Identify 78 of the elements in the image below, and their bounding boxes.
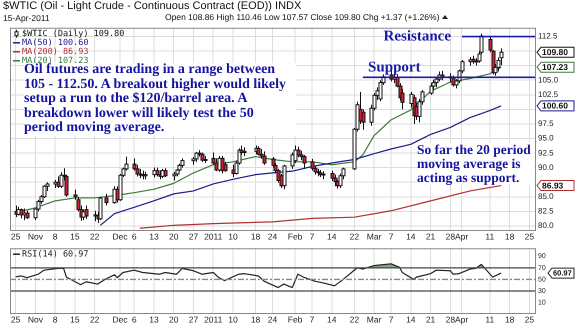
- x-tick-label: 18: [504, 231, 515, 242]
- x-tick-label: Apr: [454, 231, 468, 242]
- x-tick-label: Dec: [112, 231, 128, 242]
- x-tick-label: 7: [310, 314, 315, 324]
- ref-line-label: Support: [368, 60, 421, 76]
- x-tick-label: 28: [446, 231, 456, 242]
- x-tick-label: 14: [327, 314, 337, 324]
- x-tick-label: 20: [168, 314, 179, 324]
- x-tick-label: 21: [426, 231, 436, 242]
- legend-label: MA(50) 100.60: [22, 38, 89, 48]
- y-tick-label: 102.5: [538, 90, 559, 100]
- text: Open 108.86 High 110.46 Low 107.57 Close 109.80 Chg +1.37 (+1.26%): [165, 12, 440, 22]
- x-tick-label: 15: [70, 314, 80, 324]
- x-tick-label: 18: [250, 314, 261, 324]
- y-tick-label: 90.0: [538, 162, 554, 172]
- y-tick-label: 95.0: [538, 134, 554, 143]
- x-tick-label: 27: [188, 314, 198, 324]
- x-tick-label: Apr: [454, 314, 468, 324]
- legend-label: RSI(14) 60.97: [22, 249, 89, 260]
- x-tick-label: 25: [10, 314, 21, 324]
- x-tick-label: 25: [524, 314, 534, 324]
- x-tick-label: Feb: [288, 314, 303, 324]
- y-tick-label: 82.5: [538, 206, 554, 216]
- text: 109.80: [542, 47, 568, 58]
- text: 107.23: [542, 62, 568, 72]
- x-tick-label: 25: [524, 231, 534, 242]
- chart-title: $WTIC (Oil - Light Crude - Continuous Contract (EOD)) INDX: [3, 0, 302, 12]
- x-tick-label: 10: [228, 314, 238, 324]
- x-tick-label: 2011: [204, 314, 223, 324]
- x-tick-label: 11: [485, 231, 495, 242]
- text: 100.60: [542, 100, 568, 111]
- annotation: So far the 20 period moving average is acting as support.: [417, 142, 531, 186]
- x-tick-label: Mar: [366, 314, 382, 324]
- x-tick-label: 24: [268, 314, 278, 324]
- y-tick-label: 112.5: [538, 32, 558, 41]
- y-tick-label: 105.0: [538, 75, 559, 84]
- x-tick-label: 11: [485, 314, 495, 324]
- text: 86.93: [542, 180, 564, 190]
- x-tick-label: 28: [446, 314, 456, 324]
- chart-subtitle: 15-Apr-2011: [3, 13, 50, 23]
- y-tick-label: 92.5: [538, 148, 554, 158]
- x-tick-label: Nov: [28, 231, 44, 242]
- x-tick-label: 25: [10, 231, 21, 242]
- x-tick-label: Nov: [28, 314, 44, 324]
- x-tick-label: 8: [52, 314, 58, 324]
- x-tick-label: 20: [168, 231, 179, 242]
- x-tick-label: 6: [132, 231, 137, 242]
- y-tick-label: 80.0: [538, 221, 554, 230]
- x-tick-label: Mar: [366, 231, 382, 242]
- x-tick-label: 13: [149, 314, 159, 324]
- x-tick-label: 22: [350, 231, 360, 242]
- x-tick-label: 7: [388, 231, 394, 242]
- x-tick-label: 7: [310, 231, 315, 242]
- x-tick-label: 8: [52, 231, 58, 242]
- y-tick-label: 85.0: [538, 192, 554, 201]
- x-tick-label: 14: [406, 231, 416, 242]
- x-tick-label: 14: [406, 314, 416, 324]
- legend-label: $WTIC (Daily) 109.80: [22, 29, 124, 40]
- x-tick-label: 14: [327, 231, 337, 242]
- ref-line-label: Resistance: [384, 28, 452, 44]
- x-tick-label: 15: [70, 231, 80, 242]
- x-tick-label: Dec: [112, 314, 128, 324]
- legend-label: MA(200) 86.93: [22, 47, 89, 58]
- x-tick-label: 22: [350, 314, 360, 324]
- x-tick-label: 7: [388, 314, 394, 324]
- x-tick-label: 18: [504, 314, 515, 324]
- x-tick-label: 2011: [204, 231, 223, 242]
- x-tick-label: 18: [250, 231, 261, 242]
- x-tick-label: 24: [268, 231, 278, 242]
- x-tick-label: 13: [149, 231, 159, 242]
- x-tick-label: 10: [228, 231, 238, 242]
- x-tick-label: 22: [90, 314, 100, 324]
- x-tick-label: 22: [90, 231, 100, 242]
- x-tick-label: 21: [426, 314, 436, 324]
- x-tick-label: Feb: [288, 231, 303, 242]
- x-tick-label: 27: [188, 231, 198, 242]
- y-tick-label: 97.5: [538, 119, 554, 128]
- x-tick-label: 6: [132, 314, 137, 324]
